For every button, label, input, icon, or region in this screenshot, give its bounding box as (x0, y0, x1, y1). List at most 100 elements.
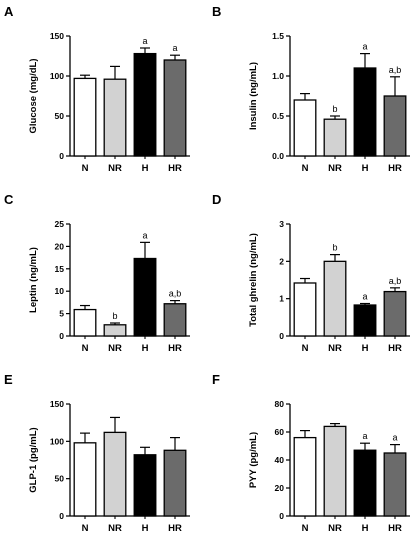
y-tick-label: 150 (50, 31, 64, 41)
y-tick-label: 50 (55, 474, 65, 484)
x-tick-label: H (362, 523, 369, 534)
x-tick-label: HR (388, 163, 402, 174)
x-tick-label: N (82, 163, 89, 174)
bar-hr (383, 452, 407, 517)
significance-label: a (172, 43, 177, 53)
bar-hr (163, 59, 187, 157)
x-tick-label: N (302, 163, 309, 174)
x-tick-label: N (82, 343, 89, 354)
y-tick-label: 1.5 (272, 31, 284, 41)
x-tick-label: NR (328, 343, 342, 354)
significance-label: a (142, 36, 147, 46)
y-tick-label: 50 (55, 111, 65, 121)
panel-letter: D (212, 192, 221, 207)
bar-nr (323, 260, 347, 337)
x-tick-label: N (302, 343, 309, 354)
bar-nr (103, 324, 127, 337)
y-tick-label: 100 (50, 436, 64, 446)
y-tick-label: 80 (275, 399, 285, 409)
bar-hr (163, 303, 187, 337)
x-tick-label: N (302, 523, 309, 534)
bar-n (293, 436, 317, 517)
bar-h (133, 52, 157, 157)
significance-label: a,b (389, 65, 402, 75)
panel-f: F 0 20 40 60 80 PYY (pg/mL) N NR Ha HR a (212, 372, 410, 534)
y-tick-label: 20 (55, 241, 65, 251)
significance-label: a (362, 42, 367, 52)
bar-nr (323, 118, 347, 157)
y-tick-label: 40 (275, 455, 285, 465)
x-tick-label: HR (388, 343, 402, 354)
bar-hr (383, 290, 407, 337)
y-axis-label: Glucose (mg/dL) (28, 59, 39, 134)
y-tick-label: 1.0 (272, 71, 284, 81)
y-tick-label: 2 (279, 256, 284, 266)
significance-label: a (362, 431, 367, 441)
significance-label: b (112, 311, 117, 321)
y-tick-label: 60 (275, 427, 285, 437)
panel-letter: C (4, 192, 14, 207)
significance-label: a (142, 230, 147, 240)
bar-nr (103, 78, 127, 157)
significance-label: b (332, 243, 337, 253)
bar-h (133, 257, 157, 337)
y-axis-label: PYY (pg/mL) (248, 432, 259, 488)
x-tick-label: NR (328, 163, 342, 174)
y-tick-label: 0 (59, 331, 64, 341)
y-tick-label: 1 (279, 294, 284, 304)
y-tick-label: 5 (59, 309, 64, 319)
panel-letter: E (4, 372, 13, 387)
y-tick-label: 10 (55, 286, 65, 296)
x-tick-label: HR (168, 343, 182, 354)
y-axis-label: GLP-1 (pg/mL) (28, 427, 39, 492)
bar-n (73, 77, 97, 157)
x-tick-label: H (362, 163, 369, 174)
panel-letter: B (212, 4, 221, 19)
bar-h (133, 454, 157, 517)
x-tick-label: H (142, 163, 149, 174)
x-tick-label: NR (328, 523, 342, 534)
x-tick-label: HR (168, 523, 182, 534)
bar-hr (383, 95, 407, 157)
x-tick-label: H (362, 343, 369, 354)
y-axis-label: Total ghrelin (ng/mL) (248, 233, 259, 327)
bar-h (353, 449, 377, 517)
panel-c: C 0 5 10 15 20 25 Leptin (ng/mL) N NR b Ha HR a,b (4, 192, 190, 354)
bar-h (353, 304, 377, 337)
y-tick-label: 3 (279, 219, 284, 229)
x-tick-label: H (142, 343, 149, 354)
significance-label: a (362, 292, 367, 302)
bar-n (73, 308, 97, 337)
bar-nr (103, 431, 127, 517)
y-tick-label: 20 (275, 483, 285, 493)
bar-h (353, 67, 377, 157)
x-tick-label: H (142, 523, 149, 534)
bar-n (293, 282, 317, 337)
x-tick-label: HR (168, 163, 182, 174)
y-tick-label: 0.0 (272, 151, 284, 161)
x-tick-label: NR (108, 163, 122, 174)
y-tick-label: 0 (279, 331, 284, 341)
bar-n (73, 442, 97, 517)
significance-label: a,b (389, 276, 402, 286)
x-tick-label: HR (388, 523, 402, 534)
panel-letter: F (212, 372, 220, 387)
bar-n (293, 99, 317, 157)
y-tick-label: 0 (59, 151, 64, 161)
x-tick-label: NR (108, 523, 122, 534)
panel-d: D 0 1 2 3 Total ghrelin (ng/mL) N NR b Ha HR a,b (212, 192, 410, 354)
x-tick-label: NR (108, 343, 122, 354)
bar-nr (323, 425, 347, 517)
panel-a: A 0 50 100 150 Glucose (mg/dL) N NR Ha HR a (4, 4, 190, 174)
panel-b: B 0.0 0.5 1.0 1.5 Insulin (ng/mL) N NR b Ha HR a,b (212, 4, 410, 174)
y-tick-label: 150 (50, 399, 64, 409)
y-axis-label: Insulin (ng/mL) (248, 62, 259, 130)
bar-hr (163, 449, 187, 517)
y-axis-label: Leptin (ng/mL) (28, 247, 39, 313)
x-tick-label: N (82, 523, 89, 534)
y-tick-label: 25 (55, 219, 65, 229)
significance-label: b (332, 104, 337, 114)
y-tick-label: 100 (50, 71, 64, 81)
significance-label: a,b (169, 289, 182, 299)
